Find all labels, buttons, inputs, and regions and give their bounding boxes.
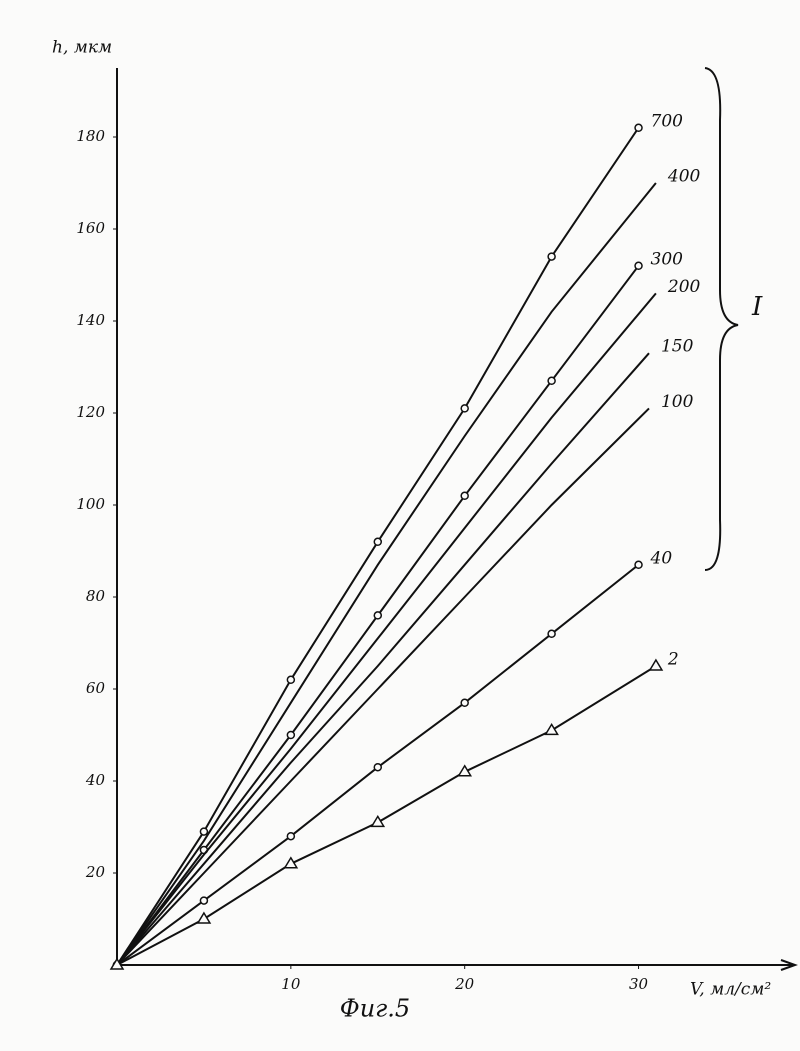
y-tick-label: 120 <box>76 403 105 421</box>
data-point <box>287 676 294 683</box>
data-point <box>461 405 468 412</box>
series-label: 400 <box>667 167 701 187</box>
group-brace <box>705 68 738 570</box>
x-axis-label: V, мл/см² <box>690 980 771 1000</box>
chart-title: Фиг.5 <box>340 995 410 1023</box>
y-tick-label: 40 <box>85 771 106 789</box>
series-line <box>117 183 656 965</box>
data-point <box>635 262 642 269</box>
data-point <box>374 612 381 619</box>
y-tick-label: 60 <box>86 679 106 697</box>
y-tick-label: 100 <box>76 495 105 513</box>
series-label: 100 <box>661 392 694 412</box>
x-tick-label: 20 <box>454 975 475 993</box>
data-point <box>546 724 558 734</box>
data-point <box>461 492 468 499</box>
y-axis-label: h, мкм <box>52 38 112 58</box>
series-label: 150 <box>661 337 694 357</box>
series-label: 300 <box>651 249 684 269</box>
series-line <box>117 293 656 965</box>
y-tick-label: 20 <box>85 863 106 881</box>
x-tick-label: 30 <box>629 975 649 993</box>
series-line <box>117 666 656 965</box>
y-tick-label: 140 <box>76 311 105 329</box>
y-tick-label: 80 <box>86 587 106 605</box>
data-point <box>635 124 642 131</box>
data-point <box>548 377 555 384</box>
data-point <box>635 561 642 568</box>
series-label: 200 <box>667 277 701 297</box>
series-line <box>117 408 649 965</box>
data-point <box>200 828 207 835</box>
y-tick-label: 180 <box>76 127 105 145</box>
y-tick-label: 160 <box>76 219 105 237</box>
series-line <box>117 128 639 965</box>
data-point <box>374 538 381 545</box>
series-label: 700 <box>651 111 684 131</box>
data-point <box>287 732 294 739</box>
data-point <box>650 660 662 670</box>
series-label: 2 <box>667 650 679 670</box>
series-label: 40 <box>650 548 673 568</box>
data-point <box>200 897 207 904</box>
data-point <box>461 699 468 706</box>
group-label: I <box>751 292 763 322</box>
chart: h, мкм V, мл/см² Фиг.5 I 20 40 60 80 100 120 1… <box>0 0 800 1051</box>
data-point <box>198 913 210 923</box>
x-tick-label: 10 <box>281 975 301 993</box>
data-point <box>548 630 555 637</box>
data-point <box>372 816 384 826</box>
data-point <box>548 253 555 260</box>
series-line <box>117 353 649 965</box>
data-point <box>374 764 381 771</box>
data-point <box>287 833 294 840</box>
